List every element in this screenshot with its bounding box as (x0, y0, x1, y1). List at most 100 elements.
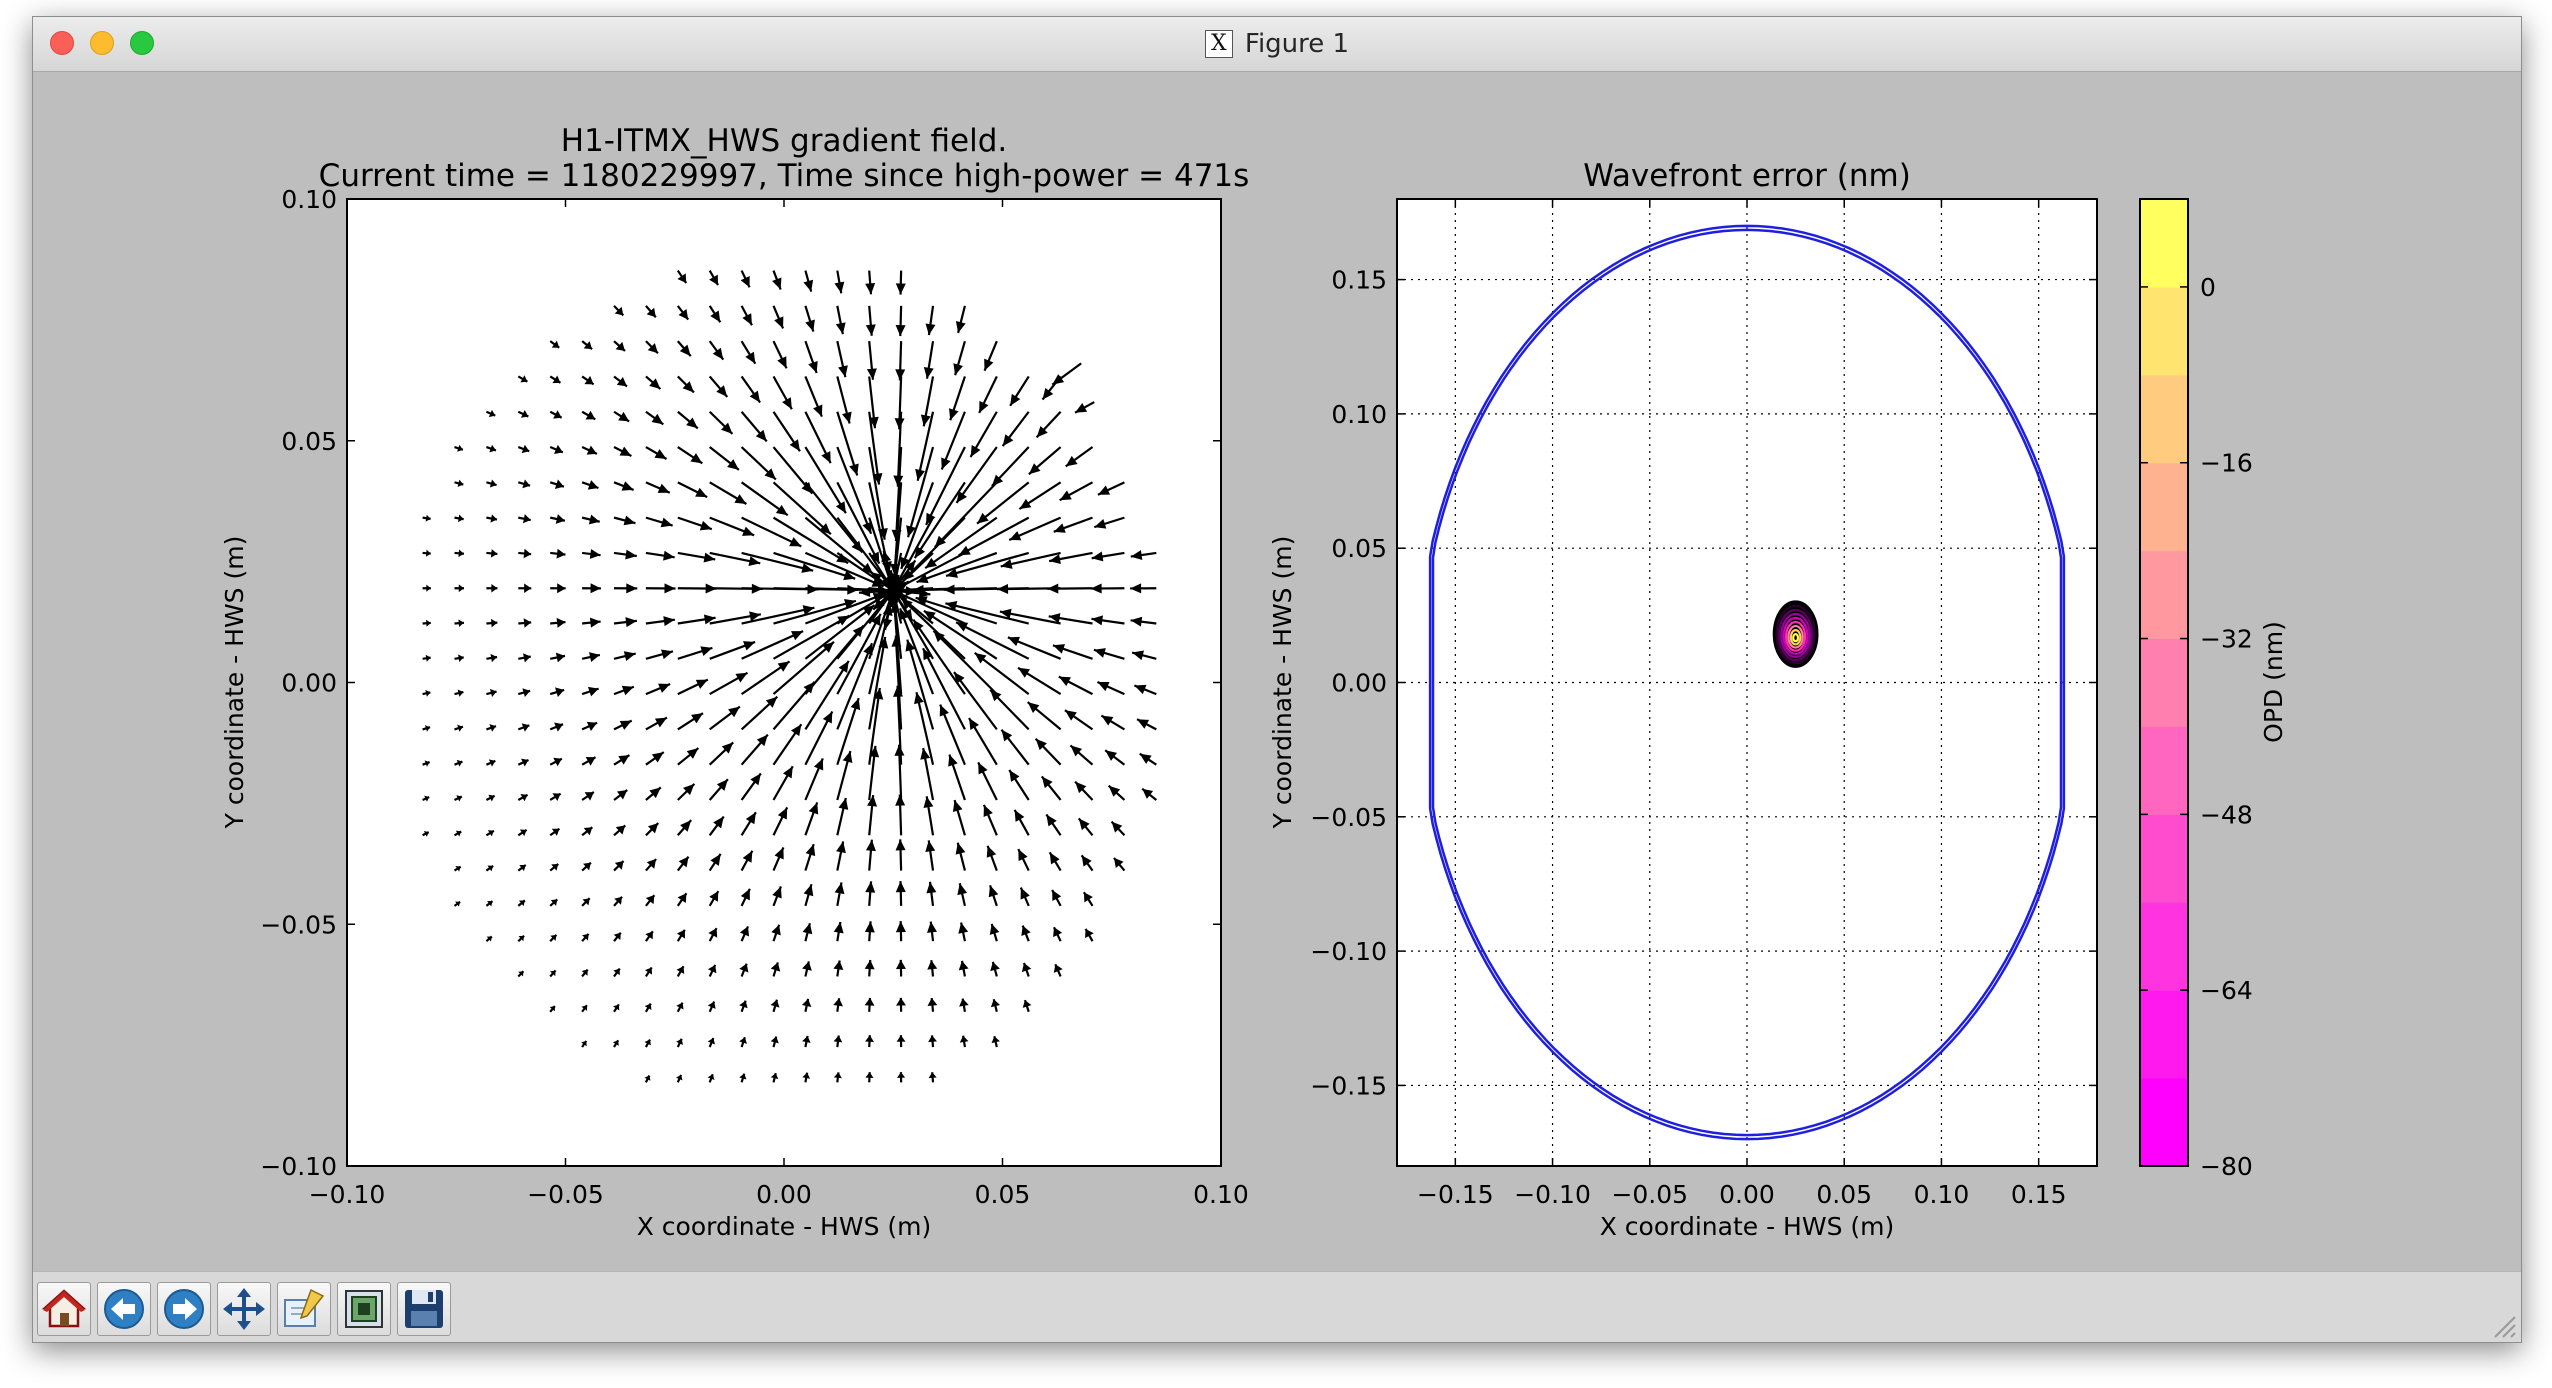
quiver-arrow (454, 724, 464, 732)
quiver-arrow (983, 340, 998, 372)
zoom-window-button[interactable] (130, 31, 154, 55)
quiver-arrow (709, 640, 756, 660)
aperture-line (1428, 224, 2066, 1141)
quiver-arrow (772, 340, 788, 369)
quiver-arrow (613, 1003, 620, 1013)
quiver-arrow (982, 804, 998, 836)
colorbar-tick-label: −32 (2200, 625, 2253, 654)
quiver-arrow (485, 794, 496, 802)
right-x-tick-label: −0.05 (1611, 1180, 1688, 1209)
quiver-arrow (485, 759, 496, 767)
quiver-arrow (1018, 481, 1062, 510)
colorbar-frame (2139, 198, 2189, 1167)
quiver-arrow (677, 783, 696, 801)
forward-button[interactable] (157, 1282, 211, 1336)
right-plot-title: Wavefront error (nm) (1583, 158, 1911, 194)
quiver-arrow (990, 998, 1001, 1013)
aperture-contour (1428, 224, 2066, 1141)
quiver-arrow (914, 692, 935, 765)
quiver-arrow (974, 651, 1030, 695)
spot-contour-line (1787, 624, 1804, 649)
quiver-arrow (518, 688, 531, 698)
colorbar-band (2140, 286, 2188, 376)
quiver-arrow (1080, 854, 1094, 872)
quiver-arrow (915, 596, 998, 625)
quiver-arrow (739, 963, 749, 977)
subplots-icon (345, 1290, 383, 1328)
quiver-arrow (1000, 729, 1030, 766)
quiver-arrow (581, 340, 593, 351)
quiver-arrow (804, 551, 885, 588)
back-button[interactable] (97, 1282, 151, 1336)
quiver-arrow (1082, 891, 1094, 907)
quiver-arrow (1034, 737, 1062, 766)
save-button[interactable] (397, 1282, 451, 1336)
wavefront-spot-contours (1772, 600, 1819, 668)
zoom-rect-icon (284, 1288, 325, 1327)
colorbar-band (2140, 374, 2188, 464)
right-x-tick-label: −0.15 (1417, 1180, 1494, 1209)
quiver-arrow (517, 375, 528, 383)
quiver-arrow (889, 517, 934, 597)
quiver-arrow (804, 411, 832, 464)
quiver-arrow (1093, 516, 1125, 529)
quiver-arrow (865, 270, 876, 295)
quiver-arrow (1048, 551, 1093, 564)
quiver-arrow (581, 861, 592, 872)
quiver-arrow (613, 375, 628, 388)
quiver-arrow (945, 551, 1030, 578)
quiver-arrow (422, 514, 431, 522)
minimize-window-button[interactable] (90, 31, 114, 55)
quiver-arrow (740, 411, 768, 443)
quiver-arrow (1051, 889, 1062, 907)
quiver-arrow (955, 446, 998, 504)
home-button[interactable] (37, 1282, 91, 1336)
quiver-arrow (989, 689, 1030, 731)
spot-contour-line (1782, 616, 1809, 655)
quiver-arrow (927, 960, 938, 977)
quiver-arrow (905, 639, 935, 730)
quiver-arrow (453, 865, 462, 872)
quiver-arrow (581, 514, 600, 525)
quiver-arrow (833, 1072, 842, 1083)
quiver-arrow (708, 778, 729, 801)
quiver-arrow (836, 446, 873, 535)
pan-button[interactable] (217, 1282, 271, 1336)
close-window-button[interactable] (50, 31, 74, 55)
quiver-arrow (645, 305, 657, 318)
quiver-arrow (613, 446, 632, 457)
quiver-arrow (1021, 962, 1032, 977)
quiver-arrow (894, 376, 905, 430)
right-x-tick-label: 0.15 (2011, 1180, 2067, 1209)
quiver-arrow (740, 811, 757, 836)
quiver-arrow (957, 883, 968, 907)
quiver-arrow (677, 375, 695, 394)
quiver-arrow (454, 549, 465, 558)
gradient-field-plot: −0.10 −0.05 0.00 0.05 0.10 −0.10 −0.05 0.00 0.0… (220, 123, 1249, 1241)
quiver-arrow (772, 375, 793, 410)
quiver-arrow (836, 697, 861, 766)
quiver-arrow (581, 933, 590, 942)
quiver-arrow (833, 998, 843, 1012)
spot-contour-line (1775, 604, 1816, 665)
quiver-arrow (549, 410, 563, 419)
left-y-axis-label: Y coordinate - HWS (m) (220, 536, 249, 830)
quiver-arrow (740, 340, 757, 365)
quiver-arrow (707, 1037, 716, 1048)
quiver-arrow (486, 479, 497, 488)
resize-grip-icon[interactable] (2491, 1313, 2517, 1339)
quiver-arrow (740, 481, 789, 517)
zoom-button[interactable] (277, 1282, 331, 1336)
quiver-arrow (708, 375, 729, 398)
quiver-arrow (977, 761, 998, 801)
quiver-arrow (550, 617, 566, 628)
quiver-arrow (550, 548, 566, 559)
subplots-button[interactable] (337, 1282, 391, 1336)
quiver-arrow (906, 446, 935, 538)
quiver-arrow (836, 797, 849, 836)
quiver-arrow (770, 1036, 779, 1048)
quiver-arrow (924, 516, 998, 570)
quiver-arrow (978, 375, 998, 414)
quiver-arrow (708, 305, 722, 323)
quiver-arrow (613, 896, 623, 907)
